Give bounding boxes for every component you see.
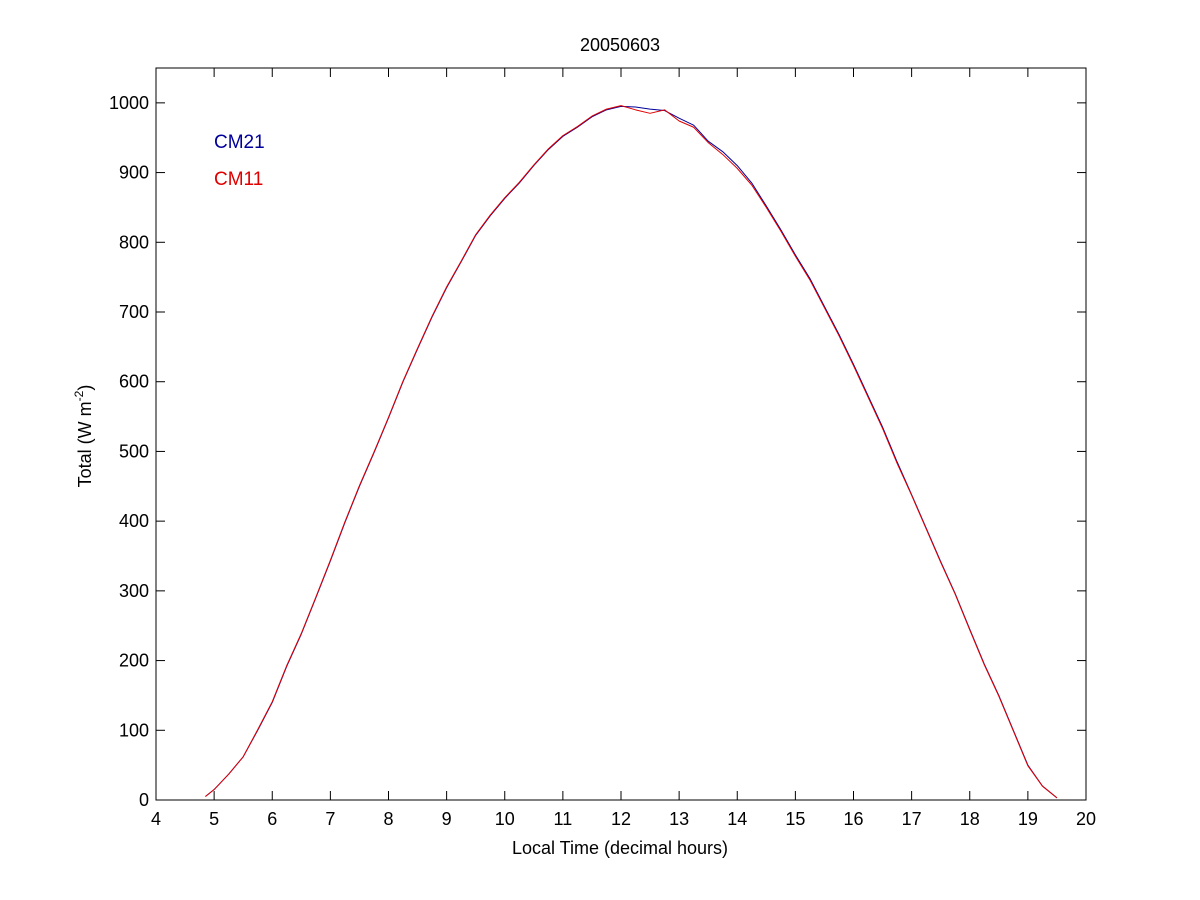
x-tick: 20 — [1076, 809, 1096, 829]
y-tick-label: 900 — [119, 163, 149, 183]
y-axis-label: Total (W m-2) — [72, 385, 95, 488]
x-tick: 9 — [442, 68, 452, 829]
x-axis-label: Local Time (decimal hours) — [512, 838, 728, 858]
y-tick-label: 400 — [119, 511, 149, 531]
y-tick-label: 1000 — [109, 93, 149, 113]
x-tick: 6 — [267, 68, 277, 829]
y-tick-label: 200 — [119, 651, 149, 671]
y-tick-label: 500 — [119, 441, 149, 461]
x-tick: 10 — [495, 68, 515, 829]
x-axis-ticks: 4 5 6 7 8 9 10 11 12 13 14 15 16 17 18 19 20 — [151, 68, 1096, 829]
y-tick: 700 — [119, 302, 1086, 322]
y-tick: 100 — [119, 720, 1086, 740]
x-tick: 8 — [383, 68, 394, 829]
series-layer — [205, 105, 1058, 799]
legend-entry-cm11: CM11 — [214, 169, 263, 190]
y-axis-ticks: 0 100 200 300 400 500 600 700 800 900 1000 — [109, 93, 1086, 810]
x-tick: 17 — [902, 68, 922, 829]
x-tick-label: 18 — [960, 809, 980, 829]
x-tick-label: 13 — [669, 809, 689, 829]
x-tick-label: 10 — [495, 809, 515, 829]
x-tick: 18 — [960, 68, 980, 829]
y-tick-label: 600 — [119, 372, 149, 392]
x-tick-label: 4 — [151, 809, 161, 829]
y-tick: 0 — [139, 790, 149, 810]
series-line-cm21 — [205, 105, 1058, 799]
x-tick: 13 — [669, 68, 689, 829]
legend: CM21 CM11 — [214, 132, 265, 190]
y-tick: 900 — [119, 163, 1086, 183]
x-tick-label: 11 — [554, 809, 573, 829]
x-tick-label: 12 — [611, 809, 631, 829]
x-tick-label: 5 — [209, 809, 219, 829]
x-tick-label: 14 — [727, 809, 747, 829]
y-tick-label: 700 — [119, 302, 149, 322]
x-tick: 4 — [151, 809, 161, 829]
x-tick: 7 — [325, 68, 335, 829]
x-tick-label: 17 — [902, 809, 922, 829]
x-tick: 19 — [1018, 68, 1038, 829]
x-tick: 14 — [727, 68, 747, 829]
x-tick-label: 20 — [1076, 809, 1096, 829]
y-tick: 400 — [119, 511, 1086, 531]
y-tick: 300 — [119, 581, 1086, 601]
x-tick-label: 7 — [325, 809, 335, 829]
y-tick-label: 100 — [119, 720, 149, 740]
x-tick-label: 9 — [442, 809, 452, 829]
x-tick: 5 — [209, 68, 219, 829]
y-tick: 800 — [119, 232, 1086, 252]
y-tick-label: 800 — [119, 232, 149, 252]
x-tick: 12 — [611, 68, 631, 829]
x-tick-label: 8 — [383, 809, 393, 829]
series-line-cm11 — [205, 105, 1058, 799]
y-tick: 500 — [119, 441, 1086, 461]
y-axis-label-close: ) — [75, 385, 95, 391]
x-tick: 15 — [785, 68, 805, 829]
y-tick-label: 0 — [139, 790, 149, 810]
x-tick-label: 16 — [843, 809, 863, 829]
x-tick-label: 6 — [267, 809, 277, 829]
x-tick-label: 15 — [785, 809, 805, 829]
plot-area-frame — [155, 67, 1087, 801]
y-tick: 1000 — [109, 93, 1086, 113]
legend-entry-cm21: CM21 — [214, 132, 265, 153]
y-tick: 200 — [119, 651, 1086, 671]
y-axis-label-main: Total (W m — [75, 401, 95, 487]
y-axis-label-superscript: -2 — [72, 390, 86, 401]
x-tick: 16 — [843, 68, 864, 829]
y-tick: 600 — [119, 372, 1086, 392]
y-tick-label: 300 — [119, 581, 149, 601]
x-tick: 11 — [554, 68, 573, 829]
chart-title: 20050603 — [580, 35, 660, 55]
x-tick-label: 19 — [1018, 809, 1038, 829]
